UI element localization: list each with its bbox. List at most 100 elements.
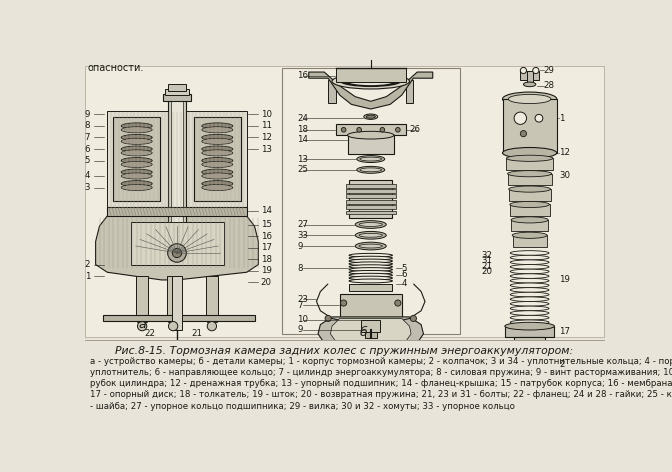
Text: 5: 5 xyxy=(85,156,90,165)
Bar xyxy=(510,204,550,216)
Text: уплотнитель; 6 - направляющее кольцо; 7 - цилиндр энергоаккумулятора; 8 - силова: уплотнитель; 6 - направляющее кольцо; 7 … xyxy=(90,368,672,377)
Ellipse shape xyxy=(510,255,549,260)
Ellipse shape xyxy=(355,231,386,239)
Ellipse shape xyxy=(355,242,386,250)
Circle shape xyxy=(394,300,401,306)
Ellipse shape xyxy=(349,276,392,280)
Ellipse shape xyxy=(510,274,549,278)
Bar xyxy=(508,174,552,185)
Ellipse shape xyxy=(507,170,552,177)
Circle shape xyxy=(341,127,346,132)
Bar xyxy=(533,70,539,80)
Text: 19: 19 xyxy=(261,266,271,275)
Text: 32: 32 xyxy=(481,251,493,260)
Text: 8: 8 xyxy=(297,264,302,273)
Bar xyxy=(168,95,186,245)
Text: 20: 20 xyxy=(481,267,493,276)
Bar xyxy=(207,317,216,321)
Text: 4: 4 xyxy=(402,279,407,288)
Circle shape xyxy=(520,67,527,74)
Bar xyxy=(85,66,604,337)
Circle shape xyxy=(536,365,545,374)
Text: Рис.8-15. Тормозная камера задних колес с пружинным энергоаккумулятором:: Рис.8-15. Тормозная камера задних колес … xyxy=(116,346,573,356)
Ellipse shape xyxy=(510,264,549,269)
Ellipse shape xyxy=(511,217,548,223)
Text: б: б xyxy=(359,326,367,339)
Ellipse shape xyxy=(510,202,550,208)
Text: 18: 18 xyxy=(261,255,271,264)
Ellipse shape xyxy=(508,94,551,104)
Polygon shape xyxy=(308,72,433,109)
Ellipse shape xyxy=(347,131,394,139)
Ellipse shape xyxy=(503,92,556,106)
Ellipse shape xyxy=(510,311,549,315)
Bar xyxy=(514,337,545,352)
Bar xyxy=(514,352,523,368)
Bar xyxy=(349,284,392,292)
Bar xyxy=(169,317,178,321)
Ellipse shape xyxy=(349,259,392,263)
Ellipse shape xyxy=(121,181,152,187)
Bar xyxy=(507,158,553,170)
Ellipse shape xyxy=(202,138,233,144)
Ellipse shape xyxy=(360,168,382,172)
Bar xyxy=(346,205,396,209)
Ellipse shape xyxy=(121,185,152,191)
Ellipse shape xyxy=(202,173,233,179)
Text: 17: 17 xyxy=(261,243,271,252)
Text: 11: 11 xyxy=(261,121,271,130)
Text: 23: 23 xyxy=(297,295,308,303)
Ellipse shape xyxy=(349,265,392,269)
Ellipse shape xyxy=(359,233,382,237)
Ellipse shape xyxy=(332,74,409,89)
Ellipse shape xyxy=(510,283,549,287)
Bar xyxy=(168,84,186,91)
Ellipse shape xyxy=(510,287,549,292)
Circle shape xyxy=(138,321,146,331)
Bar xyxy=(165,89,190,95)
Circle shape xyxy=(357,127,362,132)
Ellipse shape xyxy=(349,273,392,277)
Text: 20: 20 xyxy=(261,278,271,287)
Bar xyxy=(114,117,160,202)
Text: 22: 22 xyxy=(144,329,155,338)
Bar xyxy=(136,276,149,319)
Circle shape xyxy=(172,248,181,258)
Ellipse shape xyxy=(359,244,382,248)
Ellipse shape xyxy=(349,279,392,283)
Bar xyxy=(167,276,179,319)
Bar xyxy=(108,207,247,216)
Circle shape xyxy=(207,321,216,331)
Ellipse shape xyxy=(503,147,556,158)
Text: а - устройство камеры; б - детали камеры; 1 - корпус тормозной камеры; 2 - колпа: а - устройство камеры; б - детали камеры… xyxy=(90,357,672,366)
Text: 1: 1 xyxy=(85,271,90,280)
Bar xyxy=(340,294,402,317)
Text: 16: 16 xyxy=(297,71,308,80)
Bar xyxy=(527,70,533,84)
Text: 7: 7 xyxy=(297,301,302,310)
Ellipse shape xyxy=(202,161,233,168)
Circle shape xyxy=(520,131,527,137)
Circle shape xyxy=(168,244,186,262)
Text: 10: 10 xyxy=(261,110,271,119)
Circle shape xyxy=(169,321,178,331)
Text: 8: 8 xyxy=(85,121,90,130)
Circle shape xyxy=(341,300,347,306)
Text: 27: 27 xyxy=(297,220,308,229)
Text: 21: 21 xyxy=(481,261,493,270)
Ellipse shape xyxy=(347,77,394,85)
Ellipse shape xyxy=(359,223,382,227)
Ellipse shape xyxy=(510,306,549,311)
Ellipse shape xyxy=(360,157,382,161)
Ellipse shape xyxy=(510,315,549,320)
Ellipse shape xyxy=(510,292,549,297)
Ellipse shape xyxy=(366,115,376,118)
Ellipse shape xyxy=(202,169,233,175)
Text: 9: 9 xyxy=(297,242,302,251)
Text: 13: 13 xyxy=(297,154,308,164)
Ellipse shape xyxy=(357,156,384,162)
Text: 21: 21 xyxy=(191,329,202,338)
Ellipse shape xyxy=(512,232,547,238)
Circle shape xyxy=(325,315,331,321)
Bar xyxy=(336,125,406,135)
